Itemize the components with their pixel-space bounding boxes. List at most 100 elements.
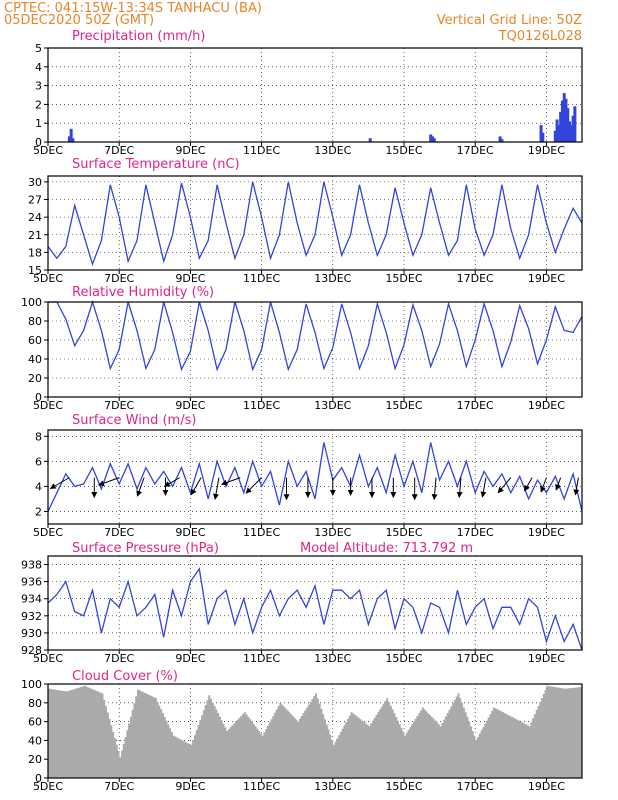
rh-xtick-label: 5DEC: [33, 399, 63, 412]
cloud-column: [444, 716, 448, 778]
cloud-column: [88, 688, 92, 778]
cloud-column: [137, 689, 140, 778]
cloud-column: [487, 717, 490, 778]
pressure-xtick-label: 13DEC: [314, 652, 351, 665]
cloud-column: [165, 720, 168, 778]
cloud-column: [67, 690, 70, 778]
cloud-column: [578, 687, 581, 778]
precip-bar: [498, 136, 502, 142]
cloud-column: [72, 689, 75, 778]
cloud-column: [222, 723, 225, 778]
cloud-column: [275, 709, 278, 778]
cloud-column: [498, 710, 501, 778]
cloud-column: [393, 713, 396, 778]
pressure-ytick-label: 930: [21, 627, 42, 640]
wind-xtick-label: 15DEC: [385, 526, 422, 539]
cloud-column: [209, 698, 213, 778]
cloud-column: [428, 715, 431, 778]
cloud-column: [176, 737, 179, 778]
cloud-column: [53, 689, 56, 778]
cloud-column: [174, 736, 177, 778]
cloud-column: [521, 722, 524, 778]
rh-ytick-label: 0: [35, 391, 42, 404]
cloud-column: [117, 750, 120, 778]
wind-vector-arrow: [555, 477, 562, 491]
cloud-column: [539, 702, 542, 778]
cloud-column: [380, 706, 383, 778]
wind-xtick-label: 19DEC: [528, 526, 565, 539]
cloud-column: [565, 688, 569, 778]
cloud-column: [103, 699, 106, 778]
cloud-column: [459, 698, 462, 778]
precip-bar: [429, 134, 433, 142]
cloud-column: [242, 714, 245, 778]
rh-xtick-label: 15DEC: [385, 399, 422, 412]
cloud-column: [218, 716, 221, 778]
wind-vector-arrow: [213, 477, 220, 500]
cloud-column: [201, 715, 204, 778]
cloud-column: [163, 716, 166, 778]
cloud-xtick-label: 5DEC: [33, 780, 63, 793]
cloud-column: [519, 721, 522, 778]
pressure-frame: [47, 555, 583, 651]
cloud-column: [558, 687, 561, 778]
precip-frame: [47, 47, 583, 143]
wind-vector-arrow: [497, 477, 512, 494]
cloud-column: [185, 742, 188, 778]
temp-xtick-label: 7DEC: [104, 272, 134, 285]
cloud-column: [186, 743, 189, 778]
cloud-column: [334, 741, 337, 778]
precip-bar: [368, 138, 372, 142]
cloud-column: [517, 720, 520, 778]
cloud-column: [560, 688, 563, 778]
cloud-column: [475, 740, 478, 778]
cloud-column: [112, 731, 115, 778]
cloud-column: [297, 721, 300, 778]
cloud-column: [206, 700, 209, 778]
cloud-column: [384, 700, 387, 778]
cloud-column: [491, 710, 494, 778]
temp-line: [47, 181, 583, 267]
cloud-column: [99, 692, 102, 778]
cloud-column: [370, 723, 373, 778]
cloud-column: [236, 719, 239, 778]
precip-bar: [560, 100, 564, 142]
cloud-column: [245, 714, 248, 778]
cloud-column: [526, 725, 529, 778]
wind-xtick-label: 9DEC: [175, 526, 205, 539]
cloud-column: [220, 720, 223, 778]
precip-xtick-label: 9DEC: [175, 144, 205, 157]
cloud-column: [468, 721, 471, 778]
cloud-column: [484, 723, 487, 778]
cloud-column: [480, 730, 483, 778]
cloud-column: [409, 727, 412, 778]
cloud-column: [124, 737, 127, 778]
cloud-column: [544, 689, 547, 778]
cloud-column: [302, 713, 305, 778]
pressure-xtick-label: 5DEC: [33, 652, 63, 665]
cloud-column: [97, 691, 100, 778]
rh-xtick-label: 19DEC: [528, 399, 565, 412]
pressure-ytick-label: 936: [21, 576, 42, 589]
cloud-column: [322, 714, 325, 778]
cloud-column: [306, 707, 309, 778]
temp-ytick-label: 27: [28, 194, 42, 207]
cloud-column: [389, 705, 392, 778]
wind-ytick-label: 2: [35, 505, 42, 518]
cloud-frame: [47, 683, 583, 779]
temp-ytick-label: 15: [28, 264, 42, 277]
cloud-column: [427, 713, 430, 778]
wind-vector-arrow: [480, 477, 487, 498]
cloud-column: [339, 731, 342, 778]
cloud-column: [396, 720, 399, 778]
cloud-column: [455, 696, 458, 778]
precip-xtick-label: 5DEC: [33, 144, 63, 157]
cloud-column: [523, 723, 526, 778]
cloud-column: [177, 738, 181, 778]
cloud-column: [421, 707, 424, 778]
cloud-column: [270, 719, 273, 778]
cloud-column: [131, 709, 134, 778]
cloud-column: [434, 720, 437, 778]
cloud-column: [293, 717, 296, 778]
